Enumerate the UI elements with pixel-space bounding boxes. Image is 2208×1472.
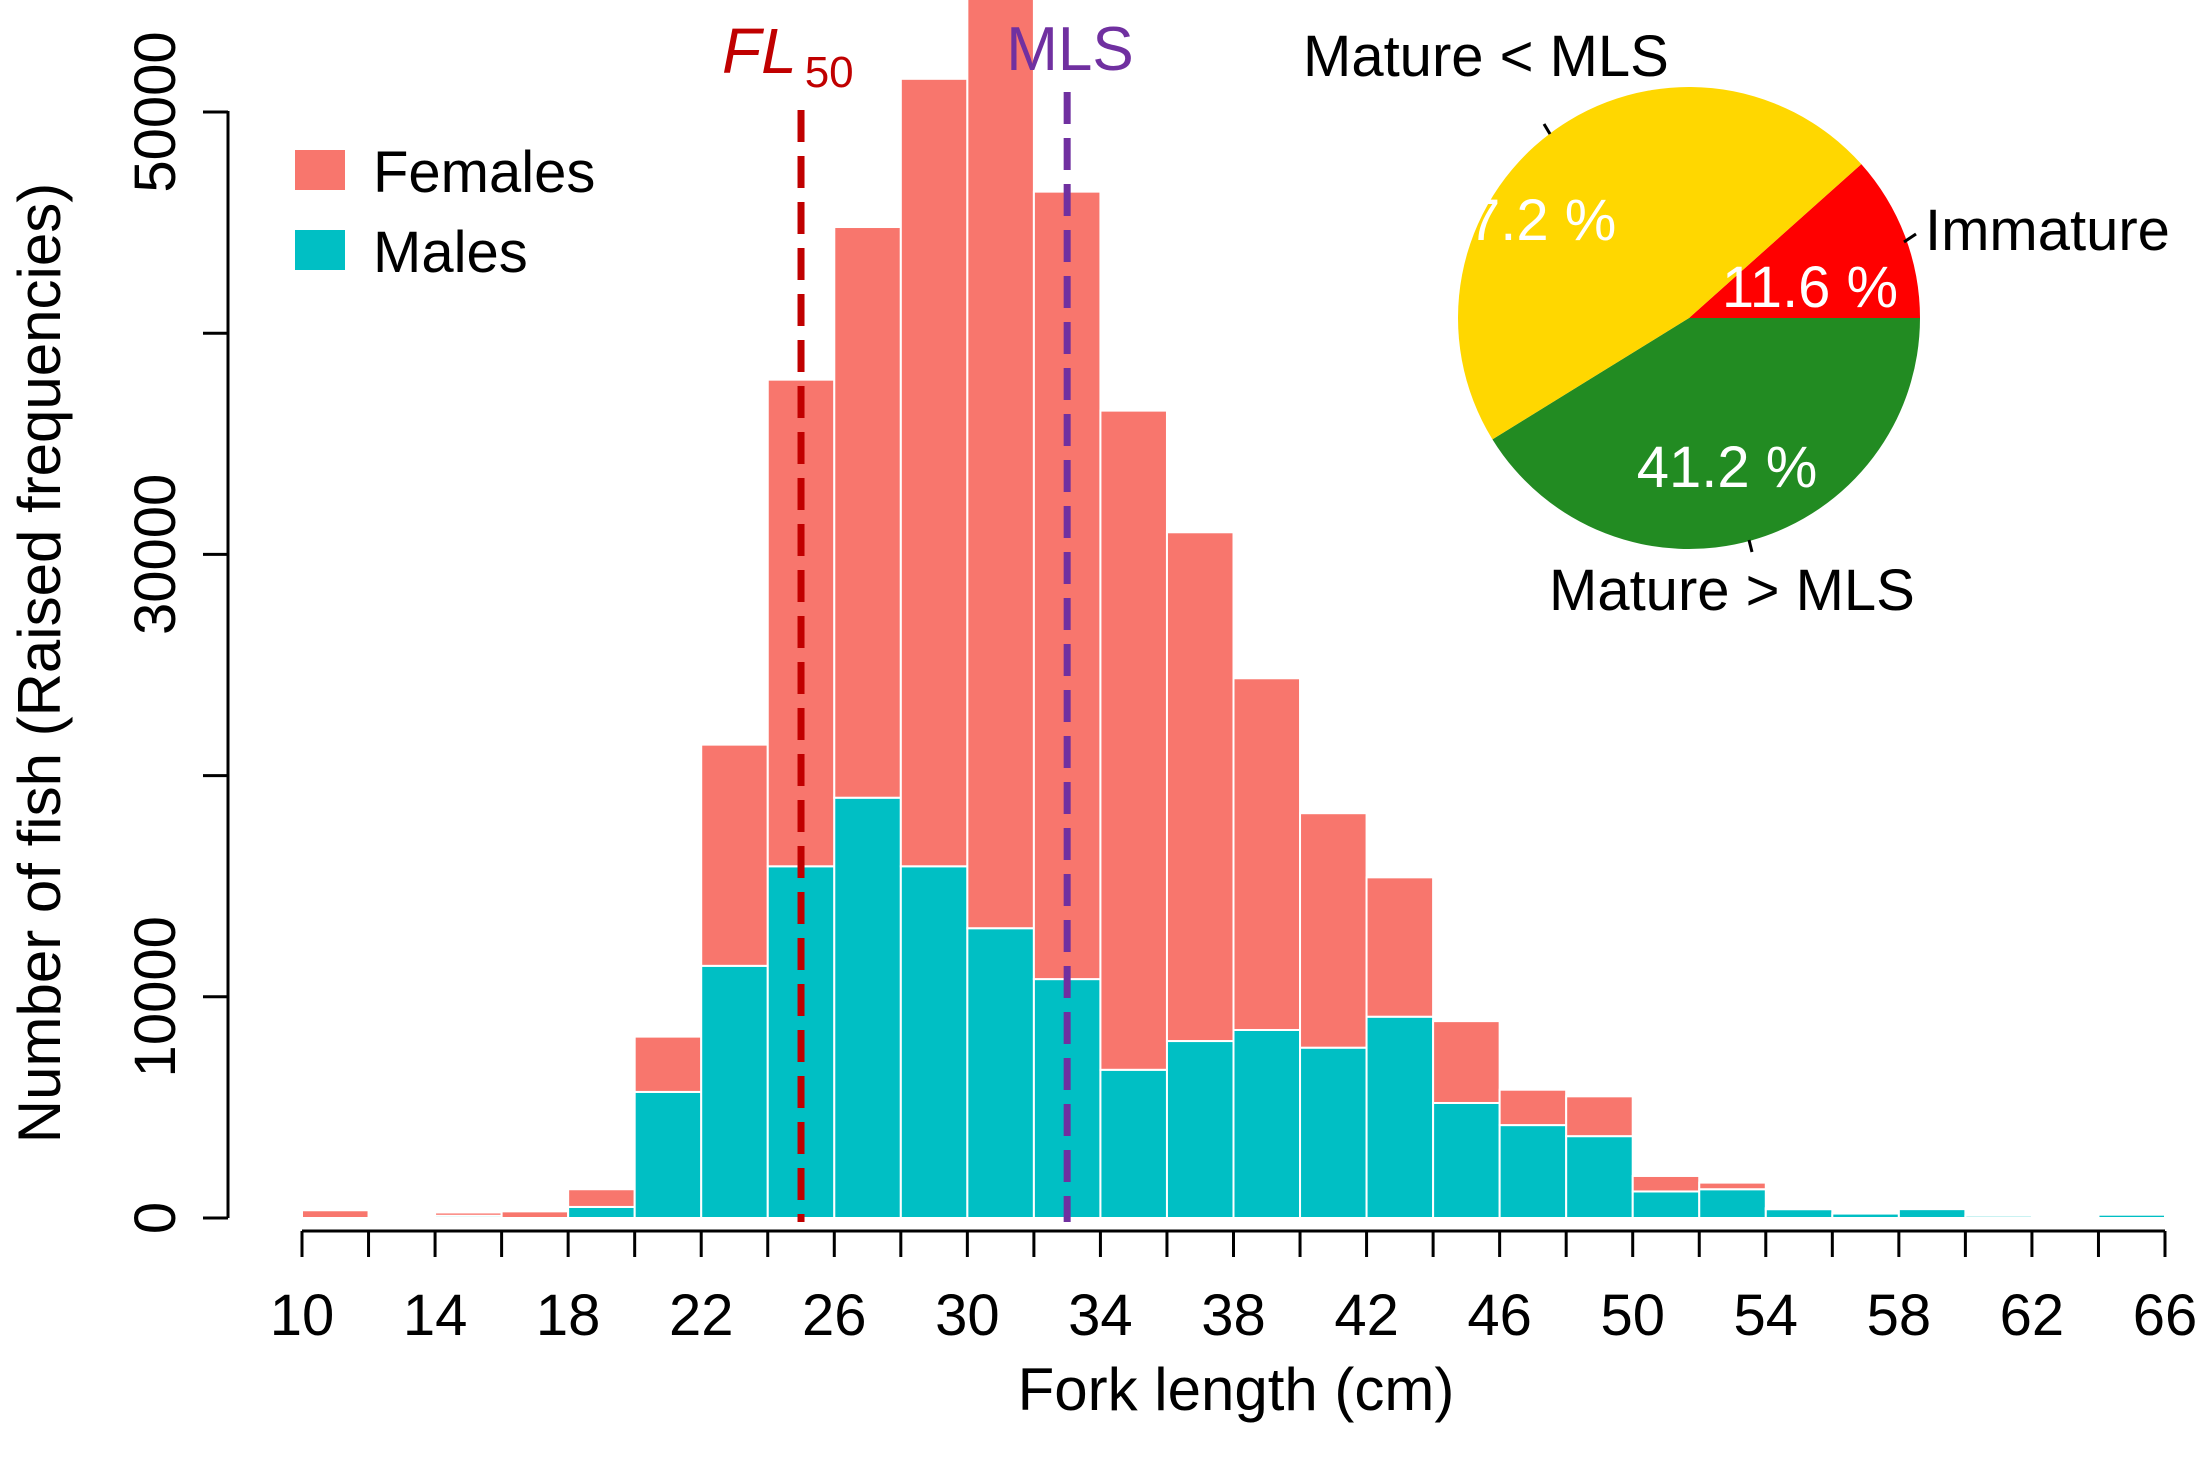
bar-females-52 bbox=[1698, 1181, 1767, 1191]
bar-males-18 bbox=[567, 1205, 636, 1219]
bar-females-36 bbox=[1165, 531, 1235, 1043]
pie-leader-mature-below bbox=[1542, 123, 1552, 135]
bar-females-32 bbox=[1032, 190, 1102, 981]
pie-slice-mature-below-mls bbox=[1457, 86, 1862, 440]
bar-females-50 bbox=[1631, 1174, 1701, 1193]
fl50-label-subscript: 50 bbox=[805, 48, 854, 97]
bar-males-64 bbox=[2097, 1213, 2167, 1220]
y-tick-label-50000: 50000 bbox=[123, 31, 188, 192]
vertical-markers: FL 50 MLS bbox=[722, 15, 1134, 1222]
bar-males-56 bbox=[1831, 1212, 1900, 1220]
bar-males-22 bbox=[700, 964, 769, 1219]
x-tick-label-22: 22 bbox=[669, 1283, 734, 1348]
bar-males-46 bbox=[1498, 1124, 1568, 1219]
x-tick-label-66: 66 bbox=[2133, 1283, 2198, 1348]
axes: 10 14 18 22 26 30 34 38 42 46 50 54 58 62 66 0 10000 300… bbox=[6, 31, 2197, 1423]
bar-females-18 bbox=[567, 1188, 636, 1208]
bar-females-30 bbox=[966, 0, 1035, 930]
bar-males-42 bbox=[1365, 1015, 1435, 1220]
legend-label-females: Females bbox=[373, 140, 595, 205]
legend: Females Males bbox=[295, 140, 595, 285]
bar-females-44 bbox=[1432, 1020, 1501, 1104]
pie-pct-mature-above: 41.2 % bbox=[1637, 435, 1818, 500]
fl50-label: FL 50 bbox=[722, 15, 854, 97]
bar-females-48 bbox=[1565, 1095, 1634, 1138]
histogram-bars bbox=[301, 0, 2167, 1220]
pie-label-mature-below: Mature < MLS bbox=[1303, 24, 1669, 89]
bar-females-38 bbox=[1232, 677, 1302, 1031]
pie-pct-immature: 11.6 % bbox=[1722, 255, 1898, 320]
bar-males-34 bbox=[1099, 1068, 1168, 1220]
bar-females-40 bbox=[1299, 812, 1368, 1049]
bar-males-36 bbox=[1165, 1040, 1235, 1220]
bar-females-16 bbox=[500, 1210, 570, 1220]
bar-males-38 bbox=[1232, 1028, 1302, 1219]
bar-males-58 bbox=[1897, 1208, 1967, 1219]
bar-males-20 bbox=[633, 1090, 703, 1220]
bar-males-60 bbox=[1964, 1214, 2033, 1219]
pie-chart bbox=[1457, 86, 1920, 550]
bar-males-40 bbox=[1299, 1046, 1368, 1220]
x-tick-label-18: 18 bbox=[536, 1283, 601, 1348]
legend-swatch-females bbox=[295, 150, 345, 190]
pie-slice-mature-above-mls bbox=[1492, 318, 1920, 550]
x-tick-label-58: 58 bbox=[1867, 1283, 1932, 1348]
pie-pct-mature-below: 47.2 % bbox=[1436, 188, 1617, 253]
pie-leader-mature-above bbox=[1747, 539, 1754, 553]
x-tick-label-10: 10 bbox=[270, 1283, 335, 1348]
bar-males-30 bbox=[966, 927, 1035, 1220]
bar-males-52 bbox=[1698, 1188, 1767, 1220]
bar-males-48 bbox=[1565, 1135, 1634, 1220]
pie-slice-immature bbox=[1689, 164, 1920, 318]
x-tick-label-46: 46 bbox=[1467, 1283, 1532, 1348]
bar-males-50 bbox=[1631, 1190, 1701, 1220]
bar-males-54 bbox=[1764, 1208, 1834, 1219]
bar-females-10 bbox=[301, 1209, 370, 1220]
bar-males-26 bbox=[833, 796, 902, 1219]
bar-females-46 bbox=[1498, 1088, 1568, 1127]
x-tick-label-54: 54 bbox=[1734, 1283, 1799, 1348]
y-tick-label-30000: 30000 bbox=[123, 474, 188, 635]
bar-females-42 bbox=[1365, 876, 1435, 1018]
fl50-label-main: FL bbox=[722, 15, 797, 87]
bar-females-54 bbox=[1764, 1207, 1834, 1211]
legend-swatch-males bbox=[295, 230, 345, 270]
bar-females-14 bbox=[434, 1211, 503, 1217]
legend-label-males: Males bbox=[373, 220, 528, 285]
mls-label: MLS bbox=[1006, 15, 1133, 84]
y-axis-title: Number of fish (Raised frequencies) bbox=[6, 183, 73, 1143]
x-axis-title: Fork length (cm) bbox=[1018, 1356, 1455, 1423]
bar-males-28 bbox=[899, 865, 969, 1219]
pie-label-immature: Immature bbox=[1925, 198, 2170, 263]
pie-labels: Mature < MLS Immature Mature > MLS 47.2 … bbox=[1303, 24, 2170, 623]
y-tick-label-0: 0 bbox=[123, 1202, 188, 1234]
bar-males-44 bbox=[1432, 1101, 1501, 1219]
bar-females-28 bbox=[899, 77, 969, 868]
pie-leader-immature bbox=[1903, 232, 1917, 244]
x-tick-label-14: 14 bbox=[403, 1283, 468, 1348]
x-tick-label-50: 50 bbox=[1600, 1283, 1665, 1348]
x-tick-label-38: 38 bbox=[1201, 1283, 1266, 1348]
x-ticks: 10 14 18 22 26 30 34 38 42 46 50 54 58 62 66 bbox=[270, 1231, 2198, 1348]
x-tick-label-42: 42 bbox=[1334, 1283, 1399, 1348]
bar-females-20 bbox=[633, 1035, 703, 1093]
x-tick-label-26: 26 bbox=[802, 1283, 867, 1348]
x-tick-label-62: 62 bbox=[2000, 1283, 2065, 1348]
bar-females-22 bbox=[700, 743, 769, 967]
y-tick-label-10000: 10000 bbox=[123, 916, 188, 1077]
bar-females-26 bbox=[833, 226, 902, 799]
x-tick-label-34: 34 bbox=[1068, 1283, 1133, 1348]
y-ticks: 0 10000 30000 50000 bbox=[123, 31, 228, 1234]
x-tick-label-30: 30 bbox=[935, 1283, 1000, 1348]
bar-females-34 bbox=[1099, 409, 1168, 1071]
pie-label-mature-above: Mature > MLS bbox=[1549, 558, 1915, 623]
